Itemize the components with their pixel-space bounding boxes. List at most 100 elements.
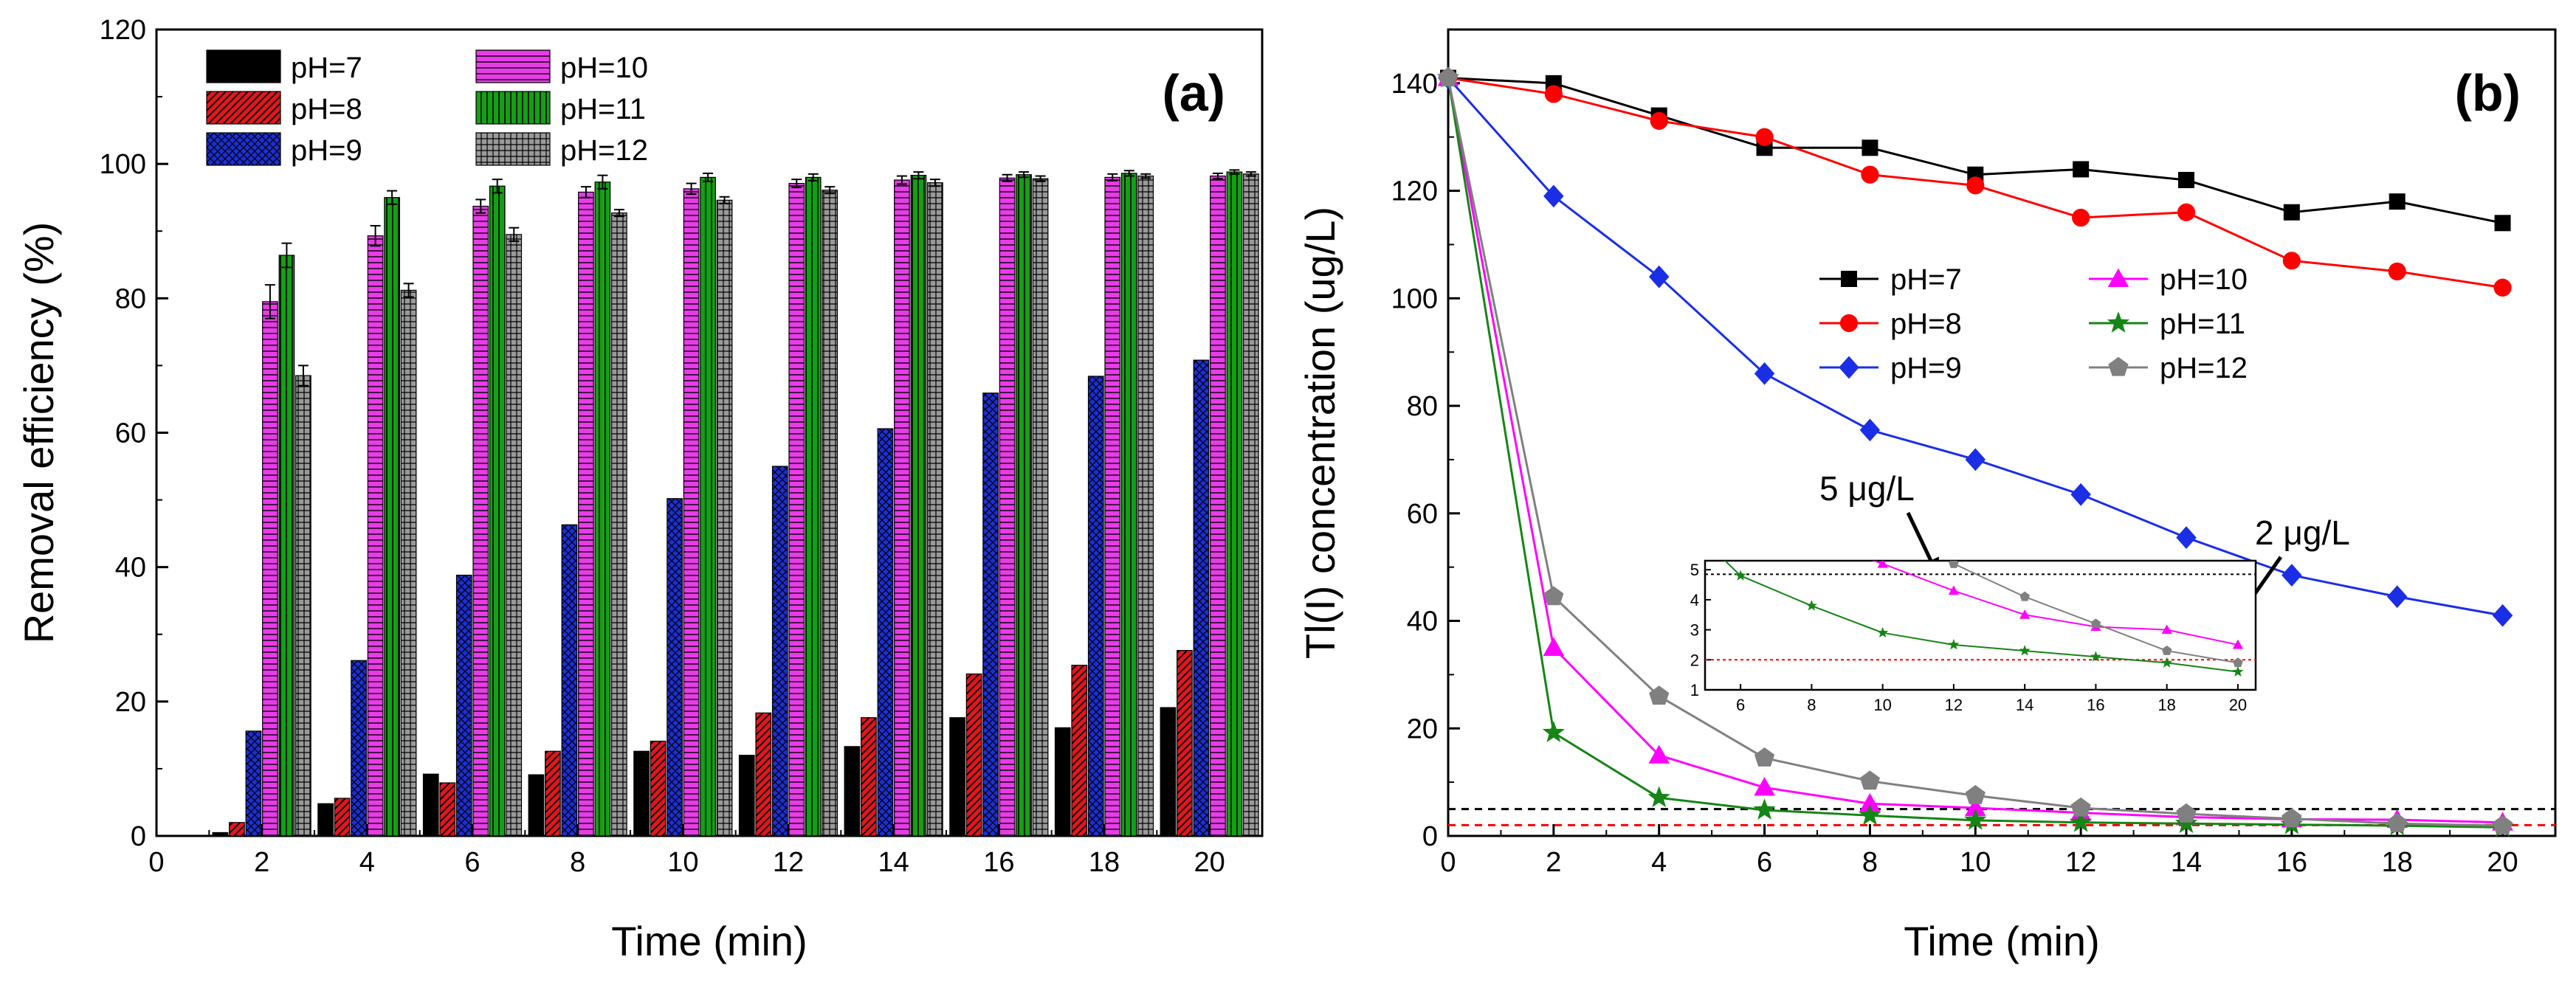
- inset-y-tick-label: 2: [1690, 651, 1699, 669]
- panel-a-x-tick-label: 20: [1194, 847, 1225, 878]
- bar: [278, 255, 295, 837]
- panel-b-y-tick-label: 80: [1407, 391, 1438, 422]
- bar: [384, 197, 400, 837]
- marker-diamond: [1839, 356, 1859, 379]
- marker-star: [2174, 812, 2198, 834]
- marker-circle: [1544, 85, 1563, 103]
- bar: [561, 524, 578, 837]
- marker-circle: [2177, 203, 2196, 221]
- bar: [877, 428, 894, 837]
- bar: [1071, 665, 1088, 837]
- marker-square: [2073, 161, 2090, 178]
- panel-b-y-tick-label: 140: [1391, 69, 1438, 100]
- bar: [351, 660, 367, 837]
- inset-series-line: [1949, 561, 2239, 664]
- bar: [506, 234, 523, 837]
- series-pH=8: [1439, 69, 2512, 297]
- panel-b-y-tick-label: 100: [1391, 283, 1438, 314]
- marker-star: [2161, 657, 2173, 668]
- marker-circle: [2282, 252, 2301, 270]
- bar: [927, 182, 943, 837]
- bar: [738, 755, 755, 837]
- legend-label: pH=12: [2160, 352, 2248, 384]
- annotation-2ug: 2 μg/L: [2255, 514, 2350, 552]
- panel-b-frame: [1447, 28, 2557, 837]
- panel-b-x-tick-label: 12: [2065, 847, 2096, 878]
- marker-triangle: [2019, 609, 2031, 619]
- bar: [999, 177, 1016, 837]
- marker-diamond: [2492, 604, 2513, 627]
- marker-pentagon: [1807, 408, 1817, 418]
- marker-star: [1664, 501, 1675, 511]
- bar: [650, 740, 667, 837]
- panel-b-x-tick-label: 10: [1960, 847, 1991, 878]
- legend-swatch: [206, 91, 281, 125]
- bar: [1032, 178, 1049, 837]
- bar: [422, 773, 439, 837]
- marker-circle: [2072, 208, 2090, 227]
- marker-pentagon: [1543, 586, 1564, 606]
- marker-star: [2107, 311, 2130, 333]
- panel-b-x-tick-label: 6: [1757, 847, 1772, 878]
- panel-a-x-tick-label: 16: [983, 847, 1014, 878]
- marker-diamond: [1648, 265, 1670, 288]
- marker-pentagon: [1438, 67, 1459, 87]
- bar: [245, 730, 262, 837]
- marker-diamond: [1754, 362, 1775, 385]
- marker-circle: [2388, 262, 2406, 280]
- bar: [489, 185, 506, 837]
- marker-star: [1735, 570, 1746, 581]
- bar: [822, 190, 838, 837]
- bar: [844, 746, 861, 837]
- inset-y-tick-label: 5: [1690, 561, 1699, 579]
- panel-a-y-tick-label: 80: [115, 283, 146, 314]
- inset-x-tick-label: 16: [2087, 696, 2104, 714]
- panel-a-x-tick-label: 2: [254, 847, 269, 878]
- inset-x-tick-label: 12: [1945, 696, 1963, 714]
- marker-triangle: [1877, 561, 1888, 568]
- marker-pentagon: [2070, 797, 2091, 817]
- bar: [965, 673, 982, 837]
- marker-triangle: [1735, 444, 1746, 454]
- bar: [1104, 176, 1121, 837]
- bar: [982, 393, 999, 837]
- marker-circle: [2493, 278, 2512, 297]
- inset-y-tick-label: 4: [1690, 591, 1699, 609]
- marker-pentagon: [1754, 747, 1775, 767]
- panel-a-x-tick-label: 6: [464, 847, 480, 878]
- bar: [1177, 650, 1193, 837]
- marker-triangle: [2107, 268, 2129, 287]
- inset-frame: [1704, 559, 2257, 691]
- legend-label: pH=9: [1890, 352, 1962, 384]
- legend-label: pH=10: [2160, 263, 2248, 296]
- marker-diamond: [2281, 564, 2302, 587]
- legend-label: pH=8: [291, 93, 362, 125]
- panel-b-y-tick-label: 0: [1422, 821, 1438, 852]
- marker-circle: [1650, 111, 1668, 130]
- legend-swatch: [475, 91, 551, 125]
- marker-circle: [1861, 165, 1879, 184]
- bar: [755, 712, 772, 837]
- panel-b-y-tick-label: 120: [1391, 176, 1438, 207]
- bar: [700, 176, 716, 837]
- panel-b-y-axis-title: Tl(I) concentration (ug/L): [1297, 207, 1343, 659]
- panel-a-x-tick-label: 14: [878, 847, 909, 878]
- marker-diamond: [1965, 448, 1986, 471]
- legend-label: pH=8: [1890, 308, 1962, 340]
- panel-a-x-tick-label: 18: [1089, 847, 1120, 878]
- bar: [1160, 707, 1177, 837]
- marker-diamond: [1543, 184, 1564, 208]
- marker-diamond: [2070, 483, 2091, 506]
- series-pH=12: [1438, 67, 2513, 834]
- panel-a-x-axis-title: Time (min): [611, 918, 807, 964]
- legend-label: pH=11: [560, 93, 646, 125]
- bar: [545, 750, 561, 837]
- panel-a-y-tick-label: 40: [115, 553, 146, 584]
- inset-x-tick-label: 10: [1873, 696, 1891, 714]
- bar: [317, 803, 334, 837]
- marker-pentagon: [2281, 808, 2302, 828]
- bar: [1087, 376, 1104, 837]
- bar: [528, 774, 545, 837]
- marker-triangle: [1543, 637, 1565, 656]
